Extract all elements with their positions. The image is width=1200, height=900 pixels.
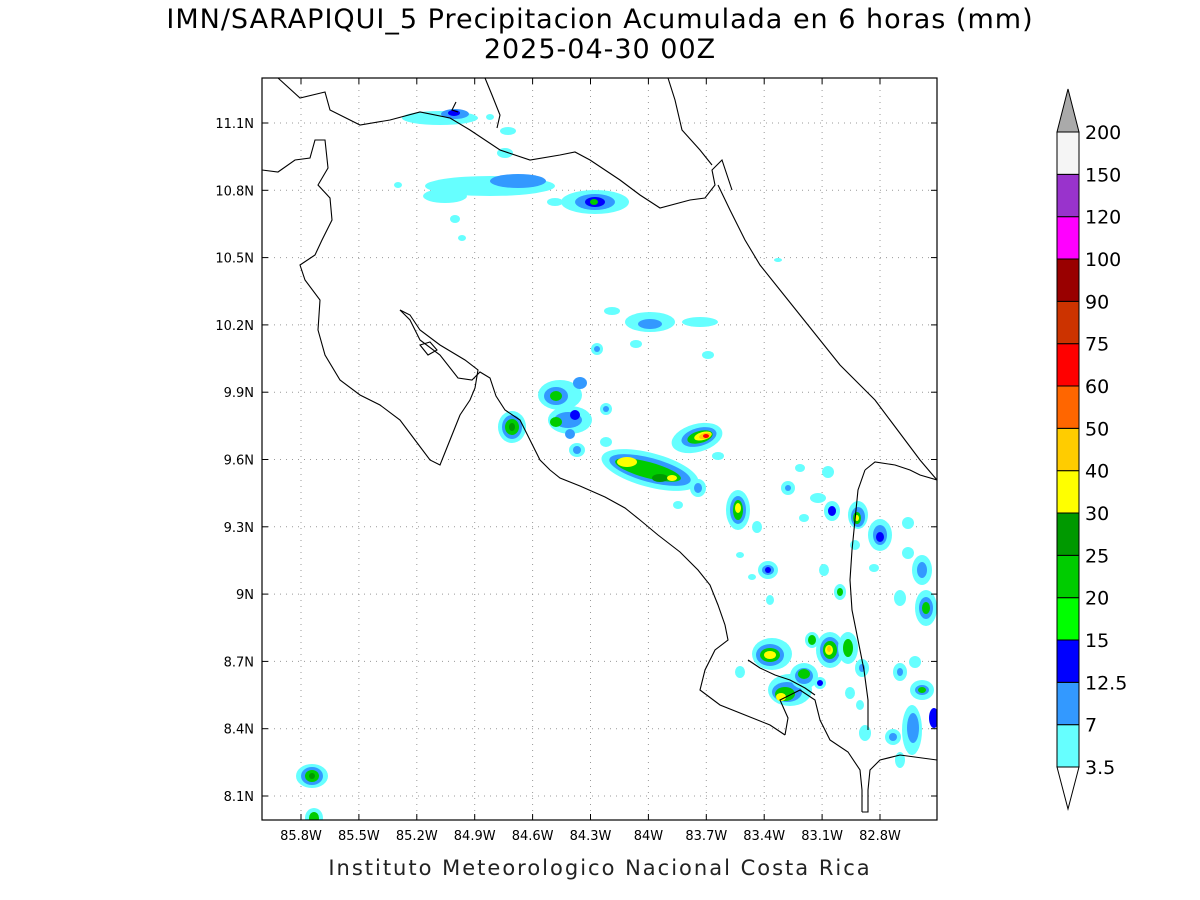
colorbar-swatch xyxy=(1056,300,1080,345)
latitude-tick-label: 10.8N xyxy=(215,184,254,199)
colorbar-label: 150 xyxy=(1085,164,1121,186)
colorbar-label: 25 xyxy=(1085,545,1109,567)
colorbar-label: 120 xyxy=(1085,207,1121,229)
colorbar-swatch xyxy=(1056,343,1080,387)
colorbar-swatch xyxy=(1056,385,1080,429)
map-frame xyxy=(261,77,938,821)
longitude-tick-label: 85.5W xyxy=(338,829,380,844)
colorbar-swatch xyxy=(1056,639,1080,683)
colorbar-label: 40 xyxy=(1085,461,1109,483)
colorbar-label: 30 xyxy=(1085,503,1109,525)
colorbar-label: 60 xyxy=(1085,376,1109,398)
footer-credit: Instituto Meteorologico Nacional Costa R… xyxy=(328,856,872,880)
longitude-tick-label: 84.6W xyxy=(512,829,554,844)
longitude-tick-label: 84.3W xyxy=(570,829,612,844)
latitude-tick-label: 11.1N xyxy=(215,117,254,132)
latitude-tick-label: 9.9N xyxy=(224,386,254,401)
latitude-tick-label: 10.5N xyxy=(215,252,254,267)
latitude-tick-label: 10.2N xyxy=(215,319,254,334)
longitude-tick-label: 85.2W xyxy=(396,829,438,844)
longitude-tick-label: 84W xyxy=(634,829,664,844)
colorbar-label: 20 xyxy=(1085,588,1109,610)
colorbar-swatch xyxy=(1056,173,1080,218)
colorbar-swatch xyxy=(1056,512,1080,556)
colorbar-label: 200 xyxy=(1085,122,1121,144)
longitude-tick-label: 82.8W xyxy=(859,829,901,844)
coastline-borders xyxy=(262,78,937,813)
colorbar-label: 75 xyxy=(1085,334,1109,356)
longitude-axis-labels: 85.8W 85.5W 85.2W 84.9W 84.6W 84.3W 84W 83.7W 83… xyxy=(280,829,901,844)
colorbar-swatch xyxy=(1056,597,1080,641)
map-title: IMN/SARAPIQUI_5 Precipitacion Acumulada … xyxy=(166,4,1034,35)
longitude-tick-label: 83.4W xyxy=(743,829,785,844)
longitude-tick-label: 83.7W xyxy=(685,829,727,844)
colorbar-swatch xyxy=(1056,554,1080,599)
colorbar-swatch xyxy=(1056,258,1080,302)
latitude-tick-label: 9.6N xyxy=(224,454,254,469)
colorbar-swatch xyxy=(1056,724,1080,768)
colorbar-swatch xyxy=(1056,216,1080,260)
colorbar-bottom-arrow xyxy=(1056,766,1080,811)
colorbar-swatch xyxy=(1056,681,1080,726)
map-subtitle-date: 2025-04-30 00Z xyxy=(483,34,717,65)
colorbar-label: 3.5 xyxy=(1085,757,1115,779)
longitude-tick-label: 84.9W xyxy=(454,829,496,844)
colorbar-label: 100 xyxy=(1085,249,1121,271)
latitude-tick-label: 9N xyxy=(236,588,254,603)
precipitation-colorbar: 3.5 7 12.5 15 20 25 30 40 50 60 75 90 100 120 150 200 xyxy=(1056,88,1127,811)
latitude-axis-labels: 11.1N 10.8N 10.5N 10.2N 9.9N 9.6N 9.3N 9N 8.7N 8.… xyxy=(215,117,254,805)
colorbar-swatch xyxy=(1056,470,1080,514)
colorbar-label: 12.5 xyxy=(1085,672,1127,694)
latitude-tick-label: 8.1N xyxy=(224,790,254,805)
precipitation-field xyxy=(296,109,937,820)
colorbar-swatch xyxy=(1056,427,1080,472)
latitude-tick-label: 8.7N xyxy=(224,655,254,670)
latitude-tick-label: 8.4N xyxy=(224,723,254,738)
map-gridlines xyxy=(262,78,937,820)
colorbar-label: 15 xyxy=(1085,630,1109,652)
longitude-tick-label: 85.8W xyxy=(280,829,322,844)
map-axis-ticks xyxy=(262,78,937,820)
colorbar-label: 90 xyxy=(1085,291,1109,313)
colorbar-label: 7 xyxy=(1085,715,1097,737)
longitude-tick-label: 83.1W xyxy=(801,829,843,844)
map-area xyxy=(262,78,937,820)
latitude-tick-label: 9.3N xyxy=(224,521,254,536)
colorbar-label: 50 xyxy=(1085,418,1109,440)
colorbar-swatch xyxy=(1056,131,1080,175)
colorbar-top-arrow xyxy=(1056,88,1080,133)
